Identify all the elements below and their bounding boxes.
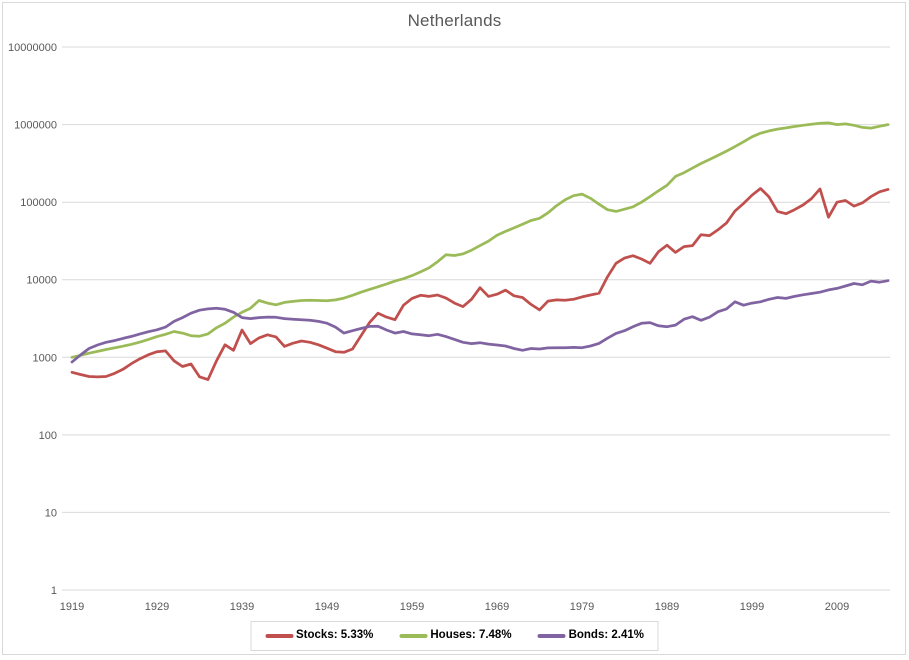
svg-text:1999: 1999	[740, 601, 764, 613]
legend-item-bonds: Bonds: 2.41%	[537, 629, 644, 642]
svg-text:10: 10	[45, 507, 57, 519]
svg-text:1989: 1989	[655, 601, 679, 613]
legend-label-stocks: Stocks: 5.33%	[296, 629, 374, 641]
svg-text:1: 1	[51, 585, 57, 597]
svg-text:1949: 1949	[315, 601, 339, 613]
legend-label-houses: Houses: 7.48%	[430, 629, 512, 641]
svg-text:1000000: 1000000	[14, 120, 57, 132]
legend-item-houses: Houses: 7.48%	[399, 629, 512, 642]
svg-text:10000: 10000	[26, 275, 57, 287]
chart-title: Netherlands	[407, 11, 502, 30]
svg-text:10000000: 10000000	[8, 42, 57, 54]
svg-text:1969: 1969	[485, 601, 509, 613]
legend-label-bonds: Bonds: 2.41%	[568, 629, 644, 641]
stocks-line-swatch-icon	[265, 633, 294, 638]
svg-text:1929: 1929	[145, 601, 169, 613]
svg-text:2009: 2009	[825, 601, 849, 613]
legend: Stocks: 5.33% Houses: 7.48% Bonds: 2.41%	[250, 621, 659, 651]
bonds-line-swatch-icon	[537, 633, 566, 638]
svg-text:1959: 1959	[400, 601, 424, 613]
legend-item-stocks: Stocks: 5.33%	[265, 629, 374, 642]
svg-text:1000: 1000	[33, 352, 57, 364]
svg-text:100: 100	[39, 430, 57, 442]
svg-text:1979: 1979	[570, 601, 594, 613]
svg-text:1939: 1939	[230, 601, 254, 613]
houses-line-swatch-icon	[399, 633, 428, 638]
svg-text:1919: 1919	[60, 601, 84, 613]
svg-text:100000: 100000	[20, 197, 57, 209]
